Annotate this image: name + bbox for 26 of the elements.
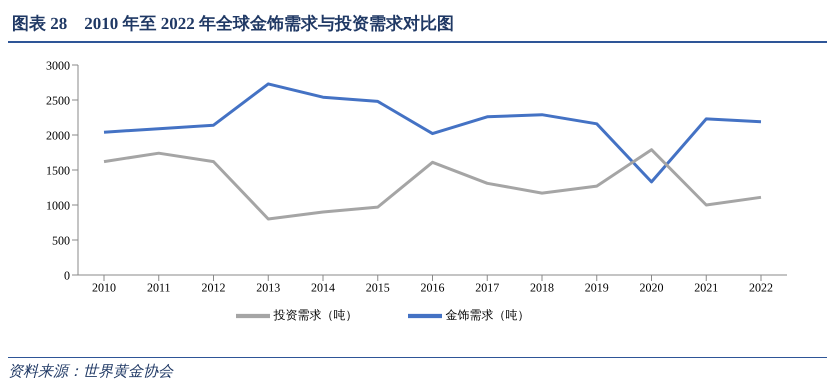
y-tick-label: 0 xyxy=(64,268,70,282)
x-tick-label: 2013 xyxy=(256,280,280,295)
x-tick-label: 2018 xyxy=(530,280,554,295)
x-tick-label: 2015 xyxy=(366,280,390,295)
x-tick-label: 2012 xyxy=(202,280,226,295)
y-tick-label: 500 xyxy=(52,233,70,248)
x-tick-label: 2014 xyxy=(311,280,335,295)
y-tick-label: 2000 xyxy=(46,128,70,142)
x-tick-label: 2016 xyxy=(420,280,444,295)
y-tick-label: 2500 xyxy=(46,93,70,108)
y-tick-label: 1000 xyxy=(46,198,70,212)
legend-label: 金饰需求（吨） xyxy=(446,308,530,322)
text: 资料来源：世界黄金协会 xyxy=(8,362,175,381)
x-tick-label: 2011 xyxy=(146,280,171,295)
x-tick-label: 2010 xyxy=(92,280,116,295)
y-tick-label: 3000 xyxy=(46,58,70,72)
x-tick-label: 2022 xyxy=(749,280,773,295)
line-series xyxy=(102,82,762,184)
x-tick-label: 2019 xyxy=(584,280,609,295)
chart-title: 图表 28 2010 年至 2022 年全球金饰需求与投资需求对比图 xyxy=(8,8,827,43)
x-tick-label: 2020 xyxy=(640,280,664,295)
line-series xyxy=(102,148,762,220)
x-tick-label: 2017 xyxy=(475,280,500,295)
legend-label: 投资需求（吨） xyxy=(274,308,358,322)
y-tick-label: 1500 xyxy=(46,163,70,178)
x-tick-label: 2021 xyxy=(694,280,718,295)
